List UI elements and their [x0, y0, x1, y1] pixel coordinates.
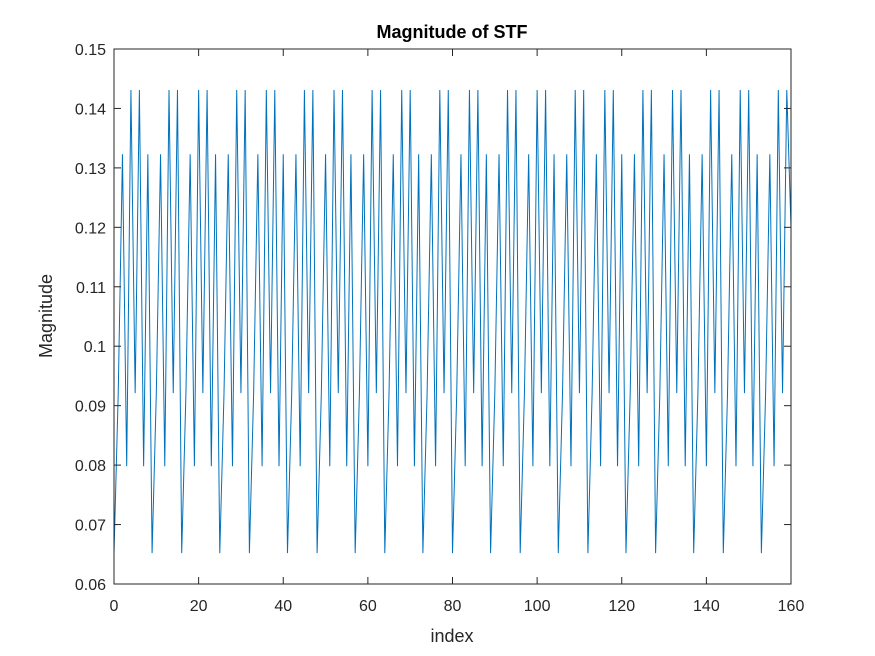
series-line: [113, 90, 792, 554]
x-tick-label: 80: [444, 598, 462, 615]
y-tick-label: 0.09: [75, 399, 106, 416]
x-tick-label: 140: [693, 598, 720, 615]
y-tick-label: 0.14: [75, 101, 106, 118]
y-ticks: 0.06 0.07 0.08 0.09 0.1 0.11 0.12 0.13 0.14 0.15: [75, 42, 791, 594]
x-tick-label: 60: [359, 598, 377, 615]
y-tick-label: 0.15: [75, 42, 106, 59]
y-tick-label: 0.07: [75, 518, 106, 535]
x-tick-label: 120: [608, 598, 635, 615]
x-axis-title: index: [430, 626, 473, 646]
x-tick-label: 20: [190, 598, 208, 615]
x-tick-label: 40: [274, 598, 292, 615]
x-tick-label: 0: [110, 598, 119, 615]
y-axis-title: Magnitude: [36, 274, 56, 358]
y-tick-label: 0.06: [75, 577, 106, 594]
y-tick-label: 0.08: [75, 458, 106, 475]
y-tick-label: 0.13: [75, 161, 106, 178]
x-tick-label: 100: [524, 598, 551, 615]
chart-title: Magnitude of STF: [377, 22, 528, 42]
y-tick-label: 0.1: [84, 339, 106, 356]
series-group: [113, 90, 792, 554]
y-tick-label: 0.11: [76, 280, 106, 297]
x-ticks: 0 20 40 60 80 100 120 140 160: [110, 49, 805, 615]
x-tick-label: 160: [778, 598, 805, 615]
y-tick-label: 0.12: [75, 220, 106, 237]
